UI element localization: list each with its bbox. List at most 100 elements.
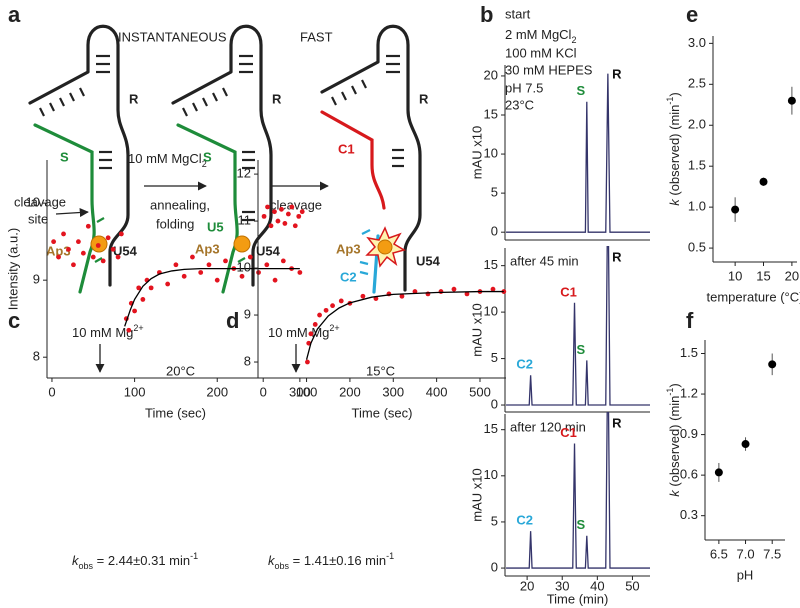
data-point	[85, 223, 91, 229]
data-point	[90, 254, 96, 260]
rna-construct: R S cleavage site Ap3 U54	[14, 24, 139, 294]
data-point	[741, 440, 750, 449]
text-part: 10 mM Mg	[72, 325, 133, 340]
data-point	[464, 291, 470, 297]
rna-construct: R C1 C2 Ap3 U54	[320, 24, 441, 294]
y-tick-label: 2.5	[688, 76, 706, 91]
y-tick-label: 3.0	[688, 35, 706, 50]
data-point	[323, 307, 329, 313]
data-point	[71, 262, 76, 268]
data-point	[360, 293, 366, 299]
peak-label: C1	[560, 425, 577, 440]
y-tick-label: 0	[491, 560, 498, 575]
panel-label: b	[480, 2, 493, 27]
data-point	[787, 96, 796, 105]
heading: INSTANTANEOUS	[118, 29, 227, 44]
text-part: k	[667, 198, 682, 206]
strand-label: R	[272, 91, 282, 106]
strand-label: R	[129, 91, 139, 106]
x-tick-label: 20	[785, 268, 799, 283]
residue-label: U54	[256, 243, 281, 258]
panel-label: d	[226, 308, 239, 333]
y-axis-label: mAU x10	[469, 468, 484, 521]
panel-label: c	[8, 308, 20, 333]
fluorophore	[377, 239, 393, 255]
strand	[320, 110, 386, 210]
data-point	[438, 289, 444, 294]
y-tick-label: 9	[33, 272, 40, 287]
y-tick-label: 15	[484, 421, 498, 436]
data-point	[181, 273, 187, 279]
data-point	[338, 298, 344, 304]
data-point	[268, 223, 274, 229]
data-point	[490, 286, 496, 292]
x-tick-label: 0	[260, 384, 267, 399]
y-tick-label: 9	[244, 306, 251, 321]
data-point	[312, 322, 318, 327]
site-label: site	[28, 211, 48, 226]
x-tick-label: 40	[590, 578, 604, 593]
data-point	[214, 277, 220, 283]
data-point	[272, 277, 278, 283]
x-tick-label: 6.5	[710, 546, 728, 561]
y-tick-label: 10	[484, 146, 498, 161]
subscript: 2	[571, 35, 576, 45]
y-tick-label: 10	[484, 304, 498, 319]
data-point	[261, 213, 267, 219]
base-pairs	[182, 54, 255, 263]
y-axis-label: k (observed) (min-1)	[665, 92, 682, 206]
x-tick-label: 300	[382, 384, 404, 399]
superscript: -1	[665, 97, 675, 105]
text-part: = 2.44±0.31 min	[93, 553, 190, 568]
annotation: after 45 min	[510, 253, 579, 268]
annotation: 23°C	[505, 97, 534, 112]
annotation: 10 mM Mg2+	[72, 323, 144, 340]
y-tick-label: 20	[484, 67, 498, 82]
annotation: pH 7.5	[505, 80, 543, 95]
site-label: cleavage	[14, 194, 66, 209]
x-tick-label: 300	[289, 384, 311, 399]
data-point	[110, 246, 116, 252]
data-point	[289, 204, 295, 210]
text-part: 2 mM MgCl	[505, 27, 572, 42]
strand	[176, 123, 239, 294]
panel-label: a	[8, 2, 21, 27]
x-tick-label: 0	[48, 384, 55, 399]
data-point	[136, 285, 142, 291]
base-pairs	[39, 54, 112, 263]
annotation: 100 mM KCl	[505, 45, 577, 60]
text-part: k	[72, 553, 80, 568]
x-axis-label: Time (min)	[547, 591, 609, 606]
annotation: start	[505, 6, 531, 21]
data-point	[297, 270, 303, 275]
data-point	[282, 221, 288, 226]
text-part: k	[667, 489, 682, 497]
data-point	[105, 235, 111, 241]
panel-label: e	[686, 2, 698, 27]
data-point	[296, 213, 302, 219]
x-tick-label: 50	[625, 578, 639, 593]
peak-label: R	[612, 66, 622, 81]
data-point	[126, 327, 132, 333]
y-tick-label: 1.5	[680, 345, 698, 360]
superscript: -1	[190, 551, 198, 561]
subscript: obs	[275, 561, 290, 571]
x-axis-label: Time (sec)	[352, 405, 413, 420]
probe-label: Ap3	[195, 241, 220, 256]
subscript: obs	[79, 561, 94, 571]
peak-label: S	[576, 83, 585, 98]
data-line	[124, 267, 300, 327]
data-point	[66, 246, 71, 252]
data-point	[76, 239, 81, 245]
y-tick-label: 0	[491, 396, 498, 411]
data-point	[56, 254, 61, 260]
data-point	[118, 231, 124, 237]
strand-label: S	[60, 149, 69, 164]
data-point	[308, 331, 314, 337]
data-point	[173, 262, 179, 268]
x-tick-label: 100	[124, 384, 146, 399]
data-point	[61, 231, 66, 237]
data-point	[731, 205, 740, 214]
data-point	[206, 262, 212, 268]
x-tick-label: 7.0	[736, 546, 754, 561]
